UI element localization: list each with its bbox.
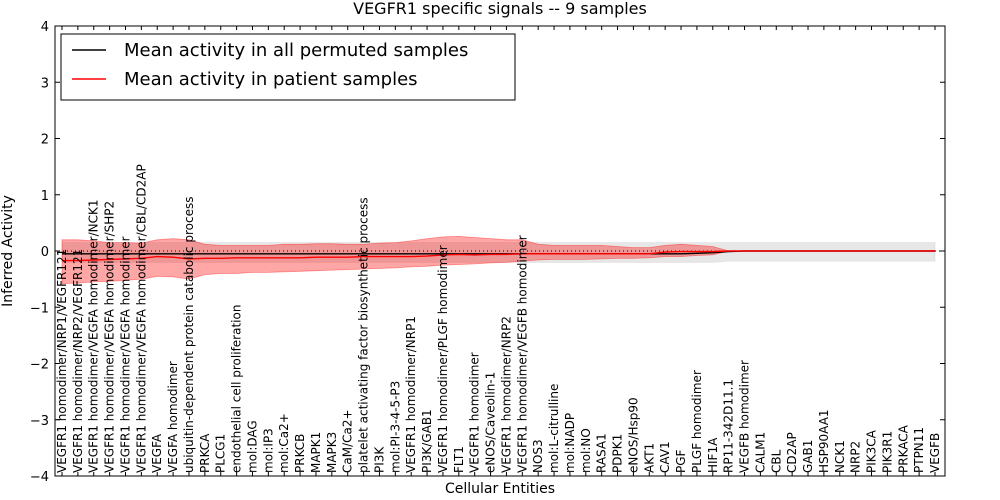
x-category-label: FLT1 xyxy=(452,446,466,473)
x-category-label: PGF xyxy=(674,449,688,473)
x-category-label: PTPN11 xyxy=(912,427,926,473)
x-category-label: VEGFR1 homodimer/NRP1/VEGFR121 xyxy=(55,249,69,473)
legend-label-patient: Mean activity in patient samples xyxy=(124,69,418,90)
x-category-label: mol:NADP xyxy=(563,413,577,473)
y-tick-label: 3 xyxy=(41,76,49,91)
x-category-label: VEGFR1 homodimer/PLGF homodimer xyxy=(436,245,450,473)
x-category-label: CD2AP xyxy=(785,432,799,473)
x-category-label: mol:Ca2+ xyxy=(277,413,291,473)
x-category-label: MAPK1 xyxy=(309,432,323,473)
y-tick-label: 2 xyxy=(41,133,49,148)
x-category-label: MAPK3 xyxy=(325,432,339,473)
x-category-label: CALM1 xyxy=(753,432,767,473)
x-category-label: VEGFR1 homodimer xyxy=(468,352,482,473)
y-tick-label: −1 xyxy=(30,301,49,316)
x-category-label: NCK1 xyxy=(833,440,847,473)
x-category-label: mol:IP3 xyxy=(261,428,275,473)
legend: Mean activity in all permuted samples Me… xyxy=(60,33,516,101)
x-category-label: eNOS/Hsp90 xyxy=(626,397,640,473)
patient-mean-line xyxy=(62,250,935,262)
chart-title: VEGFR1 specific signals -- 9 samples xyxy=(353,0,647,18)
x-category-label: NRP2 xyxy=(849,441,863,473)
y-tick-label: −4 xyxy=(30,470,49,485)
y-axis-title: Inferred Activity xyxy=(0,195,16,307)
x-category-label: mol:PI-3-4-5-P3 xyxy=(388,381,402,473)
x-category-label: RP11-342D11.1 xyxy=(722,379,736,473)
x-category-label: PDPK1 xyxy=(611,434,625,473)
x-category-label: PLGF homodimer xyxy=(690,370,704,473)
x-category-label: VEGFR1 homodimer/VEGFA homodimer xyxy=(119,236,133,473)
legend-label-permuted: Mean activity in all permuted samples xyxy=(124,40,468,61)
x-axis-category-labels: VEGFR1 homodimer/NRP1/VEGFR121 VEGFR1 hom… xyxy=(55,26,942,476)
y-axis: 4 3 2 1 0 −1 −2 −3 −4 xyxy=(30,20,945,485)
x-category-label: VEGFR1 homodimer/NRP2/VEGFR121 xyxy=(71,249,85,473)
x-category-label: VEGFR1 homodimer/VEGFA homodimer/NCK1 xyxy=(87,199,101,473)
plot-area xyxy=(55,235,945,285)
y-tick-label: 1 xyxy=(41,189,49,204)
legend-box xyxy=(60,33,516,101)
x-category-label: VEGFR1 homodimer/NRP2 xyxy=(499,316,513,473)
x-category-label: VEGFB xyxy=(928,433,942,473)
x-category-label: PRKCB xyxy=(293,434,307,473)
y-tick-label: −3 xyxy=(30,414,49,429)
x-category-label: VEGFR1 homodimer/VEGFA homodimer/SHP2 xyxy=(103,201,117,473)
x-category-label: RASA1 xyxy=(595,433,609,473)
x-axis-title: Cellular Entities xyxy=(445,481,555,497)
x-category-label: VEGFA xyxy=(150,433,164,473)
y-tick-label: 0 xyxy=(41,245,49,260)
x-category-label: VEGFR1 homodimer/NRP1 xyxy=(404,316,418,473)
x-category-label: ubiquitin-dependent protein catabolic pr… xyxy=(182,197,196,473)
x-category-label: PI3K xyxy=(373,446,387,473)
x-category-label: VEGFA homodimer xyxy=(166,361,180,473)
x-category-label: HSP90AA1 xyxy=(817,409,831,473)
x-category-label: mol:DAG xyxy=(246,420,260,473)
x-category-label: CBL xyxy=(769,449,783,473)
y-tick-label: 4 xyxy=(41,20,49,35)
y-tick-label: −2 xyxy=(30,358,49,373)
x-category-label: mol:NO xyxy=(579,428,593,473)
x-category-label: VEGFR1 homodimer/VEGFA homodimer/CBL/CD2… xyxy=(134,164,148,473)
x-category-label: CaM/Ca2+ xyxy=(341,409,355,473)
x-category-label: PIK3CA xyxy=(865,429,879,473)
x-category-label: PLCG1 xyxy=(214,434,228,473)
x-category-label: AKT1 xyxy=(642,443,656,473)
x-category-label: mol:L-citrulline xyxy=(547,384,561,473)
x-category-label: PIK3R1 xyxy=(880,431,894,473)
x-category-label: endothelial cell proliferation xyxy=(230,305,244,473)
x-category-label: NOS3 xyxy=(531,439,545,473)
x-category-label: PI3K/GAB1 xyxy=(420,409,434,473)
x-category-label: PRKACA xyxy=(896,424,910,473)
x-category-label: GAB1 xyxy=(801,440,815,473)
x-category-label: HIF1A xyxy=(706,437,720,473)
x-category-label: VEGFB homodimer xyxy=(738,360,752,473)
x-category-label: eNOS/Caveolin-1 xyxy=(484,372,498,473)
x-category-label: VEGFR1 homodimer/VEGFB homodimer xyxy=(515,235,529,473)
x-category-label: CAV1 xyxy=(658,441,672,473)
x-category-label: platelet activating factor biosynthetic … xyxy=(357,197,371,473)
x-category-label: PRKCA xyxy=(198,433,212,473)
